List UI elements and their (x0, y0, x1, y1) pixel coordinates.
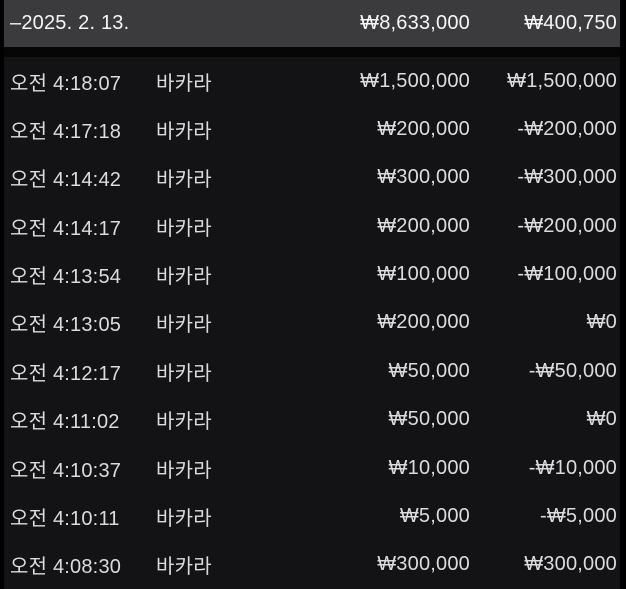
row-result-amount: -₩200,000 (517, 214, 617, 237)
row-bet-amount: ₩300,000 (377, 166, 470, 189)
row-time: 오전 4:08:30 (10, 556, 122, 579)
row-bet-amount: ₩50,000 (388, 408, 470, 431)
history-row[interactable]: 오전 4:14:42 바카라 ₩300,000 -₩300,000 (4, 154, 620, 202)
row-game-name: 바카라 (156, 217, 212, 240)
row-result-amount: -₩300,000 (517, 166, 617, 189)
row-bet-amount: ₩50,000 (388, 359, 470, 382)
row-result-amount: -₩10,000 (528, 456, 617, 479)
row-time: 오전 4:14:42 (10, 169, 122, 192)
row-result-amount: ₩0 (586, 408, 617, 431)
row-time: 오전 4:13:54 (10, 266, 122, 289)
row-result-amount: ₩300,000 (524, 553, 617, 576)
row-game-name: 바카라 (156, 169, 212, 192)
row-game-name: 바카라 (156, 459, 212, 482)
row-bet-amount: ₩200,000 (377, 214, 470, 237)
row-game-name: 바카라 (156, 556, 212, 579)
row-result-amount: ₩0 (586, 311, 617, 334)
history-row[interactable]: 오전 4:12:17 바카라 ₩50,000 -₩50,000 (4, 347, 620, 395)
row-game-name: 바카라 (156, 266, 212, 289)
row-time: 오전 4:18:07 (10, 72, 122, 95)
history-panel: –2025. 2. 13. ₩8,633,000 ₩400,750 오전 4:1… (4, 0, 620, 589)
history-list: 오전 4:18:07 바카라 ₩1,500,000 ₩1,500,000 오전 … (4, 57, 620, 589)
row-bet-amount: ₩5,000 (399, 504, 470, 527)
history-row[interactable]: 오전 4:18:07 바카라 ₩1,500,000 ₩1,500,000 (4, 57, 620, 105)
row-bet-amount: ₩10,000 (388, 456, 470, 479)
row-bet-amount: ₩1,500,000 (360, 69, 470, 92)
row-bet-amount: ₩200,000 (377, 118, 470, 141)
section-total-result: ₩400,750 (524, 12, 617, 34)
row-bet-amount: ₩100,000 (377, 263, 470, 286)
header-divider (4, 47, 620, 57)
history-row[interactable]: 오전 4:13:05 바카라 ₩200,000 ₩0 (4, 299, 620, 347)
row-game-name: 바카라 (156, 362, 212, 385)
row-game-name: 바카라 (156, 72, 212, 95)
row-result-amount: -₩50,000 (528, 359, 617, 382)
row-game-name: 바카라 (156, 121, 212, 144)
row-time: 오전 4:17:18 (10, 121, 122, 144)
row-bet-amount: ₩300,000 (377, 553, 470, 576)
row-result-amount: -₩100,000 (517, 263, 617, 286)
row-time: 오전 4:11:02 (10, 411, 120, 434)
date-section-header: –2025. 2. 13. ₩8,633,000 ₩400,750 (4, 0, 620, 47)
row-time: 오전 4:14:17 (10, 217, 122, 240)
section-date-label: –2025. 2. 13. (10, 12, 130, 34)
row-game-name: 바카라 (156, 314, 212, 337)
row-result-amount: -₩5,000 (540, 504, 617, 527)
row-bet-amount: ₩200,000 (377, 311, 470, 334)
row-time: 오전 4:10:37 (10, 459, 122, 482)
history-row[interactable]: 오전 4:10:37 바카라 ₩10,000 -₩10,000 (4, 444, 620, 492)
row-game-name: 바카라 (156, 507, 212, 530)
history-row[interactable]: 오전 4:14:17 바카라 ₩200,000 -₩200,000 (4, 202, 620, 250)
history-row[interactable]: 오전 4:08:30 바카라 ₩300,000 ₩300,000 (4, 541, 620, 589)
row-result-amount: -₩200,000 (517, 118, 617, 141)
row-result-amount: ₩1,500,000 (507, 69, 617, 92)
row-game-name: 바카라 (156, 411, 212, 434)
section-total-bet: ₩8,633,000 (360, 12, 470, 34)
history-row[interactable]: 오전 4:17:18 바카라 ₩200,000 -₩200,000 (4, 105, 620, 153)
history-row[interactable]: 오전 4:10:11 바카라 ₩5,000 -₩5,000 (4, 492, 620, 540)
history-row[interactable]: 오전 4:13:54 바카라 ₩100,000 -₩100,000 (4, 250, 620, 298)
row-time: 오전 4:12:17 (10, 362, 122, 385)
row-time: 오전 4:13:05 (10, 314, 122, 337)
row-time: 오전 4:10:11 (10, 507, 120, 530)
history-row[interactable]: 오전 4:11:02 바카라 ₩50,000 ₩0 (4, 396, 620, 444)
